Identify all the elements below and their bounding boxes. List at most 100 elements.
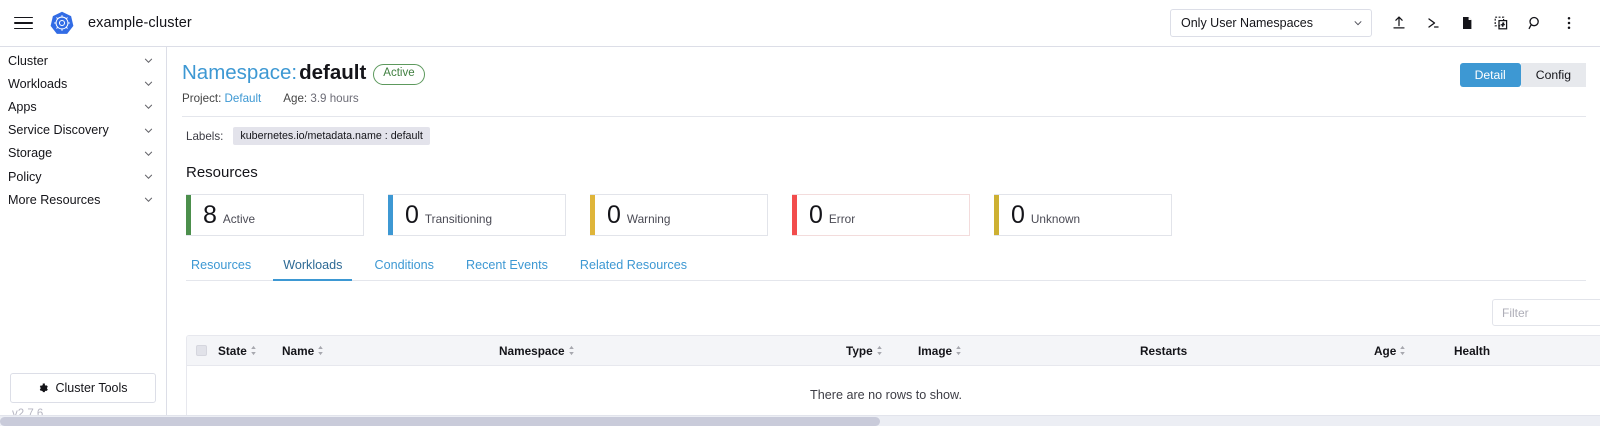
column-label: Restarts <box>1140 343 1188 358</box>
page-title: Namespace:default Active <box>182 61 1460 85</box>
count-value: 8 <box>203 200 217 229</box>
sidebar-item-storage[interactable]: Storage <box>0 142 166 165</box>
status-color-bar <box>186 195 191 235</box>
count-label: Unknown <box>1030 211 1081 226</box>
sidebar-item-apps[interactable]: Apps <box>0 95 166 118</box>
count-card-body: 0 Transitioning <box>393 200 493 229</box>
sidebar-item-workloads[interactable]: Workloads <box>0 72 166 95</box>
search-icon[interactable] <box>1518 6 1552 40</box>
sidebar-item-label: Storage <box>8 146 53 161</box>
main-inner: Namespace:default Active Project: Default… <box>167 47 1600 425</box>
status-color-bar <box>388 195 393 235</box>
sort-arrows-icon <box>318 345 323 356</box>
chevron-down-icon <box>144 81 153 87</box>
detail-view-button[interactable]: Detail <box>1459 63 1521 87</box>
count-card-warning[interactable]: 0 Warning <box>590 194 768 236</box>
namespace-filter-dropdown[interactable]: Only User Namespaces <box>1170 9 1372 37</box>
page-header-row: Namespace:default Active Project: Default… <box>182 47 1586 105</box>
config-view-button[interactable]: Config <box>1520 63 1586 87</box>
column-label: State <box>218 343 247 358</box>
table-area: State Name Namespace <box>182 281 1600 425</box>
column-header-state[interactable]: State <box>218 344 282 358</box>
sort-arrows-icon <box>876 345 882 356</box>
tab-conditions[interactable]: Conditions <box>374 258 434 272</box>
tab-recent-events[interactable]: Recent Events <box>465 258 548 272</box>
workloads-table: State Name Namespace <box>186 335 1600 425</box>
table-toolbar <box>186 281 1600 335</box>
copy-kubeconfig-icon[interactable] <box>1484 6 1518 40</box>
project-field: Project: Default <box>182 92 261 105</box>
status-color-bar <box>590 195 595 235</box>
count-label: Warning <box>626 211 671 226</box>
count-card-transitioning[interactable]: 0 Transitioning <box>388 194 566 236</box>
tab-workloads[interactable]: Workloads <box>267 258 358 281</box>
main-content: Namespace:default Active Project: Default… <box>167 47 1600 426</box>
header-divider <box>182 116 1586 117</box>
count-card-body: 0 Warning <box>595 202 671 228</box>
count-card-unknown[interactable]: 0 Unknown <box>994 194 1172 236</box>
sidebar-item-label: Apps <box>8 99 37 114</box>
chevron-down-icon <box>144 128 153 133</box>
top-header-bar: example-cluster Only User Namespaces <box>0 0 1600 47</box>
column-label: Type <box>846 343 873 358</box>
table-header-row: State Name Namespace <box>187 336 1600 366</box>
select-all-checkbox[interactable] <box>196 345 207 356</box>
age-label: Age: <box>283 92 308 105</box>
sidebar-item-policy[interactable]: Policy <box>0 165 166 188</box>
count-label: Error <box>828 211 856 226</box>
column-header-namespace[interactable]: Namespace <box>499 344 846 358</box>
kubernetes-logo-icon <box>48 9 76 37</box>
cluster-tools-label: Cluster Tools <box>55 381 128 395</box>
resource-count-cards: 8 Active 0 Transitioning <box>182 181 1586 236</box>
count-label: Transitioning <box>424 211 493 226</box>
label-chip: kubernetes.io/metadata.name : default <box>233 127 430 145</box>
sidebar-item-label: Workloads <box>8 76 68 91</box>
column-header-restarts: Restarts <box>1140 344 1374 358</box>
count-card-body: 8 Active <box>191 200 256 229</box>
column-label: Health <box>1454 343 1491 358</box>
project-link[interactable]: Default <box>224 92 262 105</box>
sidebar-item-service-discovery[interactable]: Service Discovery <box>0 119 166 142</box>
count-card-active[interactable]: 8 Active <box>186 194 364 236</box>
sidebar-item-cluster[interactable]: Cluster <box>0 49 166 72</box>
hamburger-menu-icon[interactable] <box>0 0 46 46</box>
column-header-name[interactable]: Name <box>282 344 499 358</box>
column-header-type[interactable]: Type <box>846 344 918 358</box>
sidebar-item-label: More Resources <box>8 192 101 207</box>
count-value: 0 <box>405 200 419 229</box>
tab-related-resources[interactable]: Related Resources <box>579 258 687 272</box>
age-field: Age: 3.9 hours <box>283 92 358 105</box>
kubectl-shell-icon[interactable] <box>1416 6 1450 40</box>
column-header-image[interactable]: Image <box>918 344 1140 358</box>
filter-input[interactable] <box>1492 299 1600 326</box>
scrollbar-thumb[interactable] <box>0 417 880 426</box>
cluster-name-label: example-cluster <box>88 15 192 31</box>
horizontal-scrollbar[interactable] <box>0 415 1600 426</box>
count-label: Active <box>222 211 256 226</box>
column-label: Name <box>282 343 315 358</box>
sort-arrows-icon <box>568 345 574 356</box>
sidebar-item-label: Service Discovery <box>8 123 109 138</box>
count-card-body: 0 Unknown <box>999 202 1081 228</box>
status-color-bar <box>792 195 797 235</box>
resources-section-title: Resources <box>186 164 258 181</box>
column-label: Image <box>918 343 953 358</box>
chevron-down-icon <box>144 174 153 179</box>
project-label: Project: <box>182 92 222 105</box>
tab-resources[interactable]: Resources <box>191 258 252 272</box>
import-yaml-icon[interactable] <box>1382 6 1416 40</box>
body-container: Cluster Workloads Apps Service Discovery <box>0 47 1600 426</box>
kubeconfig-file-icon[interactable] <box>1450 6 1484 40</box>
count-card-error[interactable]: 0 Error <box>792 194 970 236</box>
more-options-icon[interactable] <box>1552 6 1586 40</box>
page-title-resource-name: default <box>299 61 367 84</box>
column-label: Age <box>1374 343 1397 358</box>
status-badge: Active <box>373 63 425 85</box>
column-header-age[interactable]: Age <box>1374 344 1454 358</box>
page-subtitle: Project: Default Age: 3.9 hours <box>182 92 1460 105</box>
cluster-tools-button[interactable]: Cluster Tools <box>10 373 156 403</box>
sidebar-item-more-resources[interactable]: More Resources <box>0 188 166 211</box>
chevron-down-icon <box>144 58 153 64</box>
sidebar-nav: Cluster Workloads Apps Service Discovery <box>0 47 167 426</box>
